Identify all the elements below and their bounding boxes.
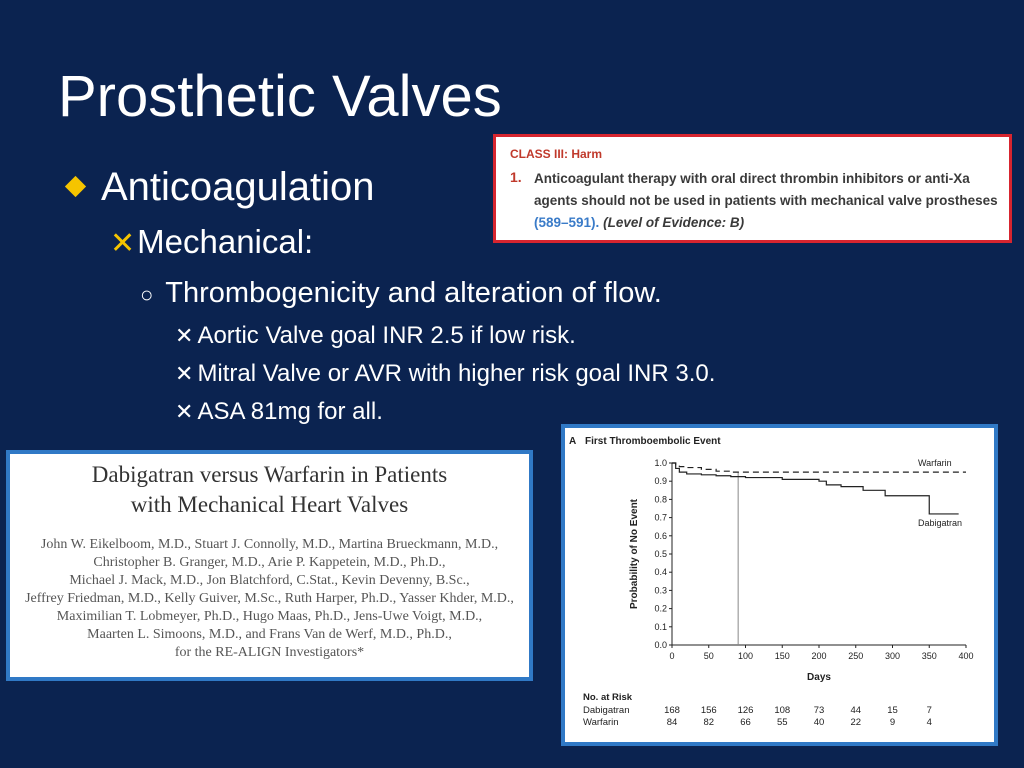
y-tick-label: 0.9 [654, 476, 667, 486]
recommendation-number: 1. [510, 169, 522, 185]
risk-table-cell: 22 [850, 717, 861, 728]
y-tick-label: 0.3 [654, 585, 667, 595]
x-tick-label: 0 [669, 651, 674, 661]
bullet-level4-item: ✕ Mitral Valve or AVR with higher risk go… [175, 358, 715, 390]
cross-bullet-icon: ✕ [175, 399, 194, 424]
risk-table-cell: 108 [774, 705, 790, 716]
author-line: Maximilian T. Lobmeyer, Ph.D., Hugo Maas… [56, 609, 483, 624]
cross-bullet-icon: ✕ [175, 361, 194, 386]
x-tick-label: 150 [775, 651, 790, 661]
risk-table-cell: 44 [850, 705, 861, 716]
bullet-level4-text: Aortic Valve goal INR 2.5 if low risk. [197, 322, 576, 349]
author-line: Maarten L. Simoons, M.D., and Frans Van … [87, 627, 452, 642]
recommendation-text: Anticoagulant therapy with oral direct t… [534, 168, 1004, 234]
risk-table-header: No. at Risk [583, 692, 633, 703]
recommendation-class: CLASS III: Harm [510, 147, 603, 161]
recommendation-box: CLASS III: Harm 1. Anticoagulant therapy… [493, 134, 1012, 243]
diamond-bullet-icon [64, 175, 87, 198]
risk-table-cell: 84 [667, 717, 678, 728]
bullet-level4-item: ✕ Aortic Valve goal INR 2.5 if low risk. [175, 320, 576, 352]
x-tick-label: 100 [738, 651, 753, 661]
bullet-level3-text: Thrombogenicity and alteration of flow. [165, 277, 662, 309]
y-tick-label: 0.2 [654, 604, 667, 614]
author-line: John W. Eikelboom, M.D., Stuart J. Conno… [40, 537, 499, 552]
risk-table-cell: 40 [814, 717, 825, 728]
risk-table-row-label: Warfarin [583, 717, 619, 728]
bullet-level4-text: Mitral Valve or AVR with higher risk goa… [197, 360, 716, 387]
author-line: Michael J. Mack, M.D., Jon Blatchford, C… [69, 573, 470, 588]
chart-panel-label: A [569, 436, 576, 447]
y-tick-label: 0.4 [654, 567, 667, 577]
x-tick-label: 350 [922, 651, 937, 661]
x-tick-label: 400 [958, 651, 973, 661]
bullet-level3: ○ Thrombogenicity and alteration of flow. [140, 274, 662, 314]
recommendation-refs: (589–591). [534, 215, 600, 230]
bullet-level2: ✕Mechanical: [110, 222, 313, 264]
risk-table-cell: 156 [701, 705, 717, 716]
y-tick-label: 0.0 [654, 640, 667, 650]
author-line: Jeffrey Friedman, M.D., Kelly Guiver, M.… [25, 591, 514, 606]
x-tick-label: 300 [885, 651, 900, 661]
y-tick-label: 0.7 [654, 513, 667, 523]
y-tick-label: 0.6 [654, 531, 667, 541]
paper-title-line: with Mechanical Heart Valves [130, 492, 409, 517]
y-axis-label: Probability of No Event [629, 498, 640, 609]
risk-table-cell: 4 [927, 717, 932, 728]
author-line: Christopher B. Granger, M.D., Arie P. Ka… [93, 555, 446, 570]
y-tick-label: 0.8 [654, 494, 667, 504]
risk-table-cell: 66 [740, 717, 751, 728]
circle-bullet-icon: ○ [140, 282, 154, 307]
x-tick-label: 200 [811, 651, 826, 661]
x-tick-label: 250 [848, 651, 863, 661]
chart-svg: A First Thromboembolic Event 0.0 0.1 0.2 0.3 0… [569, 436, 974, 728]
risk-table-cell: 82 [703, 717, 714, 728]
cross-bullet-icon: ✕ [110, 227, 136, 260]
author-line: for the RE-ALIGN Investigators* [174, 645, 365, 660]
recommendation-body: Anticoagulant therapy with oral direct t… [534, 171, 998, 208]
risk-table-cell: 126 [738, 705, 754, 716]
risk-table-cell: 9 [890, 717, 895, 728]
kaplan-meier-chart: A First Thromboembolic Event 0.0 0.1 0.2 0.3 0… [561, 424, 998, 746]
series-label-warfarin: Warfarin [918, 458, 952, 468]
risk-table-row-label: Dabigatran [583, 705, 629, 716]
paper-authors: John W. Eikelboom, M.D., Stuart J. Conno… [10, 536, 529, 662]
x-axis-label: Days [807, 672, 831, 683]
slide-title: Prosthetic Valves [58, 64, 502, 129]
y-tick-label: 1.0 [654, 458, 667, 468]
chart-title: First Thromboembolic Event [585, 436, 721, 447]
y-tick-label: 0.1 [654, 622, 667, 632]
risk-table-cell: 7 [927, 705, 932, 716]
bullet-level1-text: Anticoagulation [101, 165, 375, 209]
risk-table-cell: 168 [664, 705, 680, 716]
x-tick-label: 50 [704, 651, 714, 661]
paper-title-line: Dabigatran versus Warfarin in Patients [91, 462, 448, 487]
recommendation-level: (Level of Evidence: B) [603, 215, 745, 230]
series-label-dabigatran: Dabigatran [918, 518, 962, 528]
paper-title: Dabigatran versus Warfarin in Patients wi… [10, 460, 529, 520]
bullet-level4-item: ✕ ASA 81mg for all. [175, 396, 383, 428]
series-line-warfarin [672, 462, 966, 473]
paper-excerpt: Dabigatran versus Warfarin in Patients wi… [6, 450, 533, 681]
series-line-dabigatran [672, 462, 959, 515]
risk-table-cell: 73 [814, 705, 825, 716]
risk-table-cell: 15 [887, 705, 898, 716]
bullet-level4-text: ASA 81mg for all. [197, 398, 383, 425]
risk-table-cell: 55 [777, 717, 788, 728]
bullet-level2-text: Mechanical: [137, 223, 314, 260]
cross-bullet-icon: ✕ [175, 323, 194, 348]
y-tick-label: 0.5 [654, 549, 667, 559]
bullet-level1: Anticoagulation [62, 163, 375, 211]
